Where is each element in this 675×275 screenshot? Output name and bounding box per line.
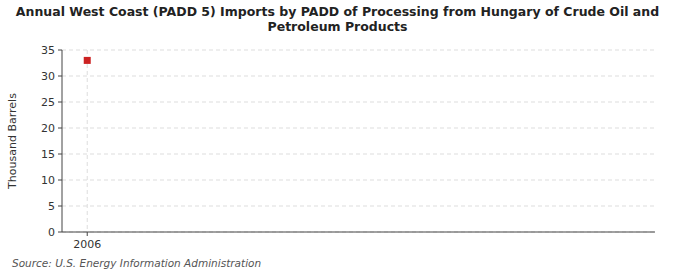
y-tick	[58, 154, 62, 155]
y-grid-line	[62, 206, 655, 207]
y-grid-line	[62, 50, 655, 51]
y-tick	[58, 180, 62, 181]
grid	[62, 50, 655, 232]
x-grid-line	[87, 50, 88, 232]
x-tick	[87, 232, 88, 236]
y-tick-label: 5	[48, 200, 55, 213]
y-grid-line	[62, 76, 655, 77]
y-tick-label: 15	[41, 148, 55, 161]
y-tick	[58, 232, 62, 233]
y-tick-label: 10	[41, 174, 55, 187]
title-line: Annual West Coast (PADD 5) Imports by PA…	[16, 4, 659, 19]
y-tick	[58, 76, 62, 77]
source: Source: U.S. Energy Information Administ…	[12, 257, 261, 269]
y-tick	[58, 128, 62, 129]
y-grid-line	[62, 102, 655, 103]
chart: Annual West Coast (PADD 5) Imports by PA…	[0, 0, 675, 275]
y-tick-label: 35	[41, 44, 55, 57]
y-tick-label: 20	[41, 122, 55, 135]
y-tick-label: 25	[41, 96, 55, 109]
y-tick-label: 30	[41, 70, 55, 83]
y-grid-line	[62, 180, 655, 181]
y-tick-label: 0	[48, 226, 55, 239]
y-tick	[58, 102, 62, 103]
x-axis-line	[62, 232, 655, 233]
y-grid-line	[62, 232, 655, 233]
y-axis-label: Thousand Barrels	[6, 93, 19, 190]
title: Annual West Coast (PADD 5) Imports by PA…	[16, 4, 659, 34]
y-tick	[58, 50, 62, 51]
y-grid-line	[62, 128, 655, 129]
y-tick	[58, 206, 62, 207]
y-axis-line	[62, 50, 63, 232]
title-line: Petroleum Products	[268, 19, 408, 34]
point	[84, 57, 91, 64]
y-grid-line	[62, 154, 655, 155]
x-tick-label: 2006	[73, 238, 101, 251]
points	[84, 57, 91, 64]
